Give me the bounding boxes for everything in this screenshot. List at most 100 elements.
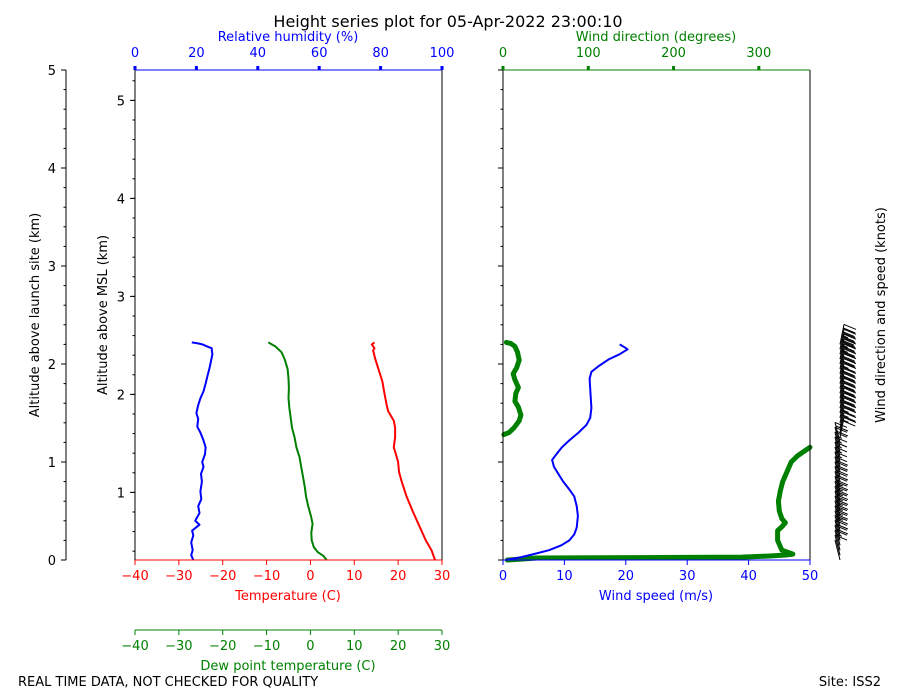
wind-barb-flag [834, 456, 848, 463]
wind-barb-staff [834, 530, 841, 551]
wind-barb-staff [839, 334, 845, 355]
wind-barb-flag [842, 380, 855, 387]
wind-speed-tick-label: 0 [499, 569, 507, 584]
temperature-tick-label: 0 [306, 569, 314, 584]
agl-tick-label: 0 [48, 554, 56, 569]
wind-barb-staff [834, 422, 841, 443]
wind-barb-flag [834, 466, 848, 472]
wind-barb-flag [843, 328, 857, 335]
wind-barbs-label: Wind direction and speed (knots) [874, 207, 889, 423]
wind-direction-line-upper [501, 339, 524, 438]
dewpoint-tick-label: −20 [209, 639, 236, 654]
wind-barb-staff [839, 353, 845, 374]
wind-speed-tick-label: 20 [618, 569, 635, 584]
wind-barb-flag [842, 375, 855, 382]
msl-axis-label: Altitude above MSL (km) [96, 235, 111, 395]
relative-humidity-line [190, 341, 214, 561]
wind-barb-flag [835, 503, 849, 510]
wind-direction-tick-label: 0 [499, 46, 507, 61]
wind-barb-staff [839, 388, 845, 409]
wind-barb-flag [835, 513, 849, 520]
wind-barb-staff [834, 525, 841, 546]
agl-axis-label: Altitude above launch site (km) [28, 213, 43, 417]
temperature-tick-label: 20 [390, 569, 407, 584]
wind-barb-staff [839, 373, 845, 394]
wind-barb-flag [835, 474, 849, 481]
wind-barb-flag [843, 371, 856, 378]
wind-barb-flag [843, 396, 856, 403]
wind-barb-flag [843, 417, 857, 423]
agl-tick-label: 4 [48, 162, 56, 177]
dewpoint-tick-label: −10 [253, 639, 280, 654]
wind-barb-flag [843, 363, 857, 370]
wind-barb-flag [843, 387, 857, 394]
wind-barb-flag [835, 430, 849, 437]
wind-barb-flag [843, 342, 856, 349]
wind-barb-staff [834, 471, 841, 492]
wind-barb-flag [842, 370, 855, 377]
wind-panel: 0 10 20 30 40 50 Wind speed (m/s) 0 100 200 300 … [498, 30, 889, 604]
thermo-panel: 0 1 2 3 4 5 Altitude above launch site (km) 1… [28, 30, 454, 674]
wind-barb-flag [834, 510, 848, 517]
wind-barb-flag [841, 339, 855, 346]
wind-barb-flag [835, 459, 849, 466]
wind-barb-flag [835, 523, 849, 530]
relative-humidity-axis-ticks: 0 20 40 60 80 100 [131, 46, 454, 70]
agl-tick-label: 2 [48, 358, 56, 373]
dewpoint-tick-label: 30 [434, 639, 451, 654]
wind-barb-staff [834, 495, 841, 517]
wind-barb-flag [843, 352, 856, 358]
wind-barb-staff [839, 324, 845, 345]
wind-barb-flag [842, 404, 855, 411]
wind-barb-staff [834, 510, 841, 531]
msl-tick-label: 1 [117, 486, 125, 501]
wind-barb-staff [834, 436, 841, 458]
wind-barb-flag [842, 350, 855, 357]
wind-barb-flag [843, 348, 857, 355]
wind-barb-flag [834, 461, 848, 468]
wind-barb-flag [834, 519, 848, 526]
wind-barb-staff [834, 461, 841, 482]
wind-barb-flag [843, 333, 857, 340]
wind-barbs [834, 323, 857, 561]
wind-barb-staff [834, 515, 841, 536]
dewpoint-axis-label: Dew point temperature (C) [200, 659, 375, 674]
wind-barb-flag [843, 402, 857, 409]
wind-direction-line-lower [504, 444, 813, 563]
wind-barb-flag [835, 518, 849, 525]
wind-barb-flag [834, 475, 848, 482]
wind-barb-flag [842, 389, 855, 396]
wind-barb-flag [842, 331, 855, 338]
footer-site: Site: ISS2 [819, 675, 881, 690]
wind-barb-flag [843, 407, 857, 414]
wind-barb-flag [843, 372, 857, 379]
wind-barb-staff [834, 481, 841, 502]
wind-barb-flag [843, 353, 857, 360]
relative-humidity-axis-label: Relative humidity (%) [218, 30, 359, 45]
wind-barb-flag [843, 401, 856, 407]
msl-tick-label: 3 [117, 290, 125, 305]
temperature-axis-label: Temperature (C) [234, 589, 341, 604]
wind-barb-half-flag [841, 344, 849, 348]
footer-quality-note: REAL TIME DATA, NOT CHECKED FOR QUALITY [18, 675, 318, 690]
agl-tick-label: 1 [48, 456, 56, 471]
wind-barb-half-flag [842, 419, 849, 423]
wind-barb-flag [843, 337, 856, 344]
wind-speed-axis-label: Wind speed (m/s) [599, 589, 713, 604]
wind-barb-flag [843, 377, 857, 384]
wind-barb-flag [843, 386, 856, 393]
wind-speed-tick-label: 10 [556, 569, 573, 584]
wind-barb-flag [834, 451, 848, 458]
agl-axis-ticks: 0 1 2 3 4 5 [48, 64, 66, 569]
temperature-tick-label: −10 [253, 569, 280, 584]
rh-tick-label: 80 [372, 46, 389, 61]
rh-tick-label: 20 [188, 46, 205, 61]
wind-barb-flag [843, 382, 857, 389]
wind-barb-flag [834, 490, 848, 497]
wind-speed-tick-label: 50 [802, 569, 819, 584]
temperature-tick-label: −40 [121, 569, 148, 584]
wind-barb-flag [843, 381, 856, 388]
wind-barb-flag [843, 392, 857, 399]
wind-barb-flag [834, 524, 848, 531]
wind-barb-staff [834, 451, 841, 472]
